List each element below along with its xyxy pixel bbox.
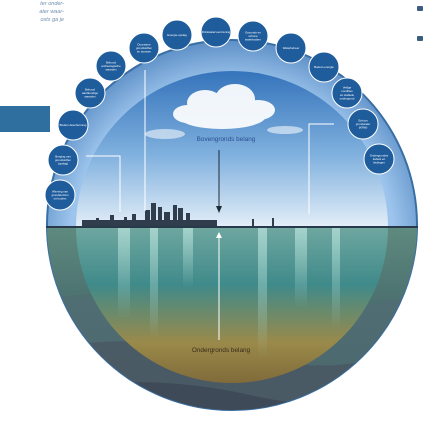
skyline	[82, 203, 274, 228]
bubble-label: Bodem-bescherming	[60, 123, 87, 127]
bubble-circle	[44, 179, 76, 211]
bubble-circle	[331, 77, 363, 109]
bubble-label: Schoon grondwater (KRW)	[356, 118, 370, 129]
bubble: Gezonde en schone waterbodem	[237, 20, 269, 52]
bubble: Veilige condities en stabiele ondergrond	[331, 77, 363, 109]
bubble-label: Gezonde en schone waterbodem	[245, 30, 261, 41]
bubble-circle	[57, 109, 89, 141]
bubble-label: Energie-opslag	[167, 33, 187, 37]
bubble-label: Waterbeheer	[283, 46, 300, 50]
bubble-ring: Winning van grondstof-fen uit bodem Berging…	[44, 16, 395, 211]
bubble-circle	[237, 20, 269, 52]
bubble-circle	[74, 77, 106, 109]
bubble-circle	[308, 51, 340, 83]
bubble-circle	[95, 50, 127, 82]
bubble-label: Ondergrondse kabels en leidingen	[370, 153, 389, 164]
bubble-label: Duurzame grondstoffen en bouwen	[136, 42, 152, 53]
bubble-circle	[347, 108, 379, 140]
bubble: Drinkwatervoorziening	[200, 16, 232, 48]
bubble: Schoon grondwater (KRW)	[347, 108, 379, 140]
bubble-label: Winning van grondstof-fen uit bodem	[51, 189, 68, 200]
arrow-up-head	[216, 232, 222, 238]
bubble-circle	[47, 144, 79, 176]
bubble-label: Bodem-energie	[314, 65, 334, 69]
connector-lines	[86, 70, 334, 214]
edge-mark	[417, 6, 423, 11]
corner-line: ater waar-	[39, 9, 64, 15]
edge-marks	[416, 0, 424, 60]
bubble: Behoud aardkundige waarden	[74, 77, 106, 109]
bubble: Ondergrondse kabels en leidingen	[363, 143, 395, 175]
bubble: Energie-opslag	[161, 19, 193, 51]
bubble-label: Veilige condities en stabiele ondergrond	[340, 86, 355, 101]
corner-text-fragment: ter onder- ater waar- osts ga je	[0, 0, 64, 24]
bubble: Bodem-energie	[308, 51, 340, 83]
corner-line: osts ga je	[40, 17, 64, 23]
bubble-circle	[128, 32, 160, 64]
side-tab	[0, 106, 50, 132]
corner-line: ter onder-	[40, 1, 64, 7]
arrow-down-head	[216, 206, 222, 213]
bubble-label: Behoud archeologische waarden	[101, 60, 121, 71]
edge-mark	[417, 36, 423, 41]
bubble-label: Behoud aardkundige waarden	[82, 87, 98, 98]
bubble-label: Drinkwatervoorziening	[202, 30, 231, 34]
bubble-label: Berging van grondstoffen (opslag)	[55, 154, 71, 165]
bubble-circle	[161, 19, 193, 51]
bubble: Bodem-bescherming	[57, 109, 89, 141]
cloud	[173, 84, 275, 129]
bubble: Behoud archeologische waarden	[95, 50, 127, 82]
bubble: Waterbeheer	[275, 32, 307, 64]
bubble: Duurzame grondstoffen en bouwen	[128, 32, 160, 64]
bubble: Winning van grondstof-fen uit bodem	[44, 179, 76, 211]
bubble-circle	[275, 32, 307, 64]
bubble: Berging van grondstoffen (opslag)	[47, 144, 79, 176]
ondergronds-label: Ondergronds belang	[192, 347, 251, 354]
bovengronds-label: Bovengronds belang	[197, 136, 256, 143]
bubble-circle	[363, 143, 395, 175]
bubble-circle	[200, 16, 232, 48]
